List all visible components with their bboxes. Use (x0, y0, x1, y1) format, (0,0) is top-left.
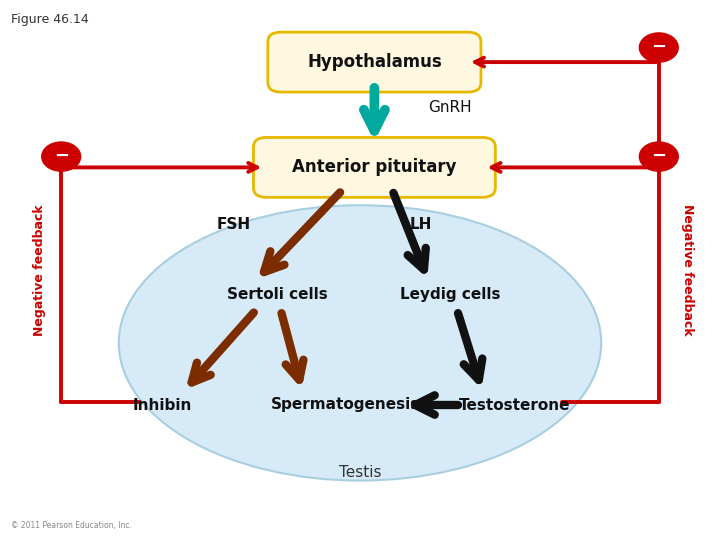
Text: Testosterone: Testosterone (459, 397, 570, 413)
Text: Negative feedback: Negative feedback (33, 204, 46, 336)
Circle shape (639, 142, 678, 171)
Text: Inhibin: Inhibin (132, 397, 192, 413)
Text: −: − (651, 37, 667, 56)
Text: Sertoli cells: Sertoli cells (227, 287, 328, 302)
Text: © 2011 Pearson Education, Inc.: © 2011 Pearson Education, Inc. (11, 521, 132, 530)
Text: Negative feedback: Negative feedback (681, 204, 694, 336)
Text: Spermatogenesis: Spermatogenesis (271, 397, 420, 413)
Text: FSH: FSH (217, 217, 251, 232)
Text: −: − (651, 146, 667, 165)
Text: −: − (53, 146, 69, 165)
Circle shape (639, 33, 678, 62)
Text: Figure 46.14: Figure 46.14 (11, 14, 89, 26)
Text: LH: LH (410, 217, 433, 232)
Text: Leydig cells: Leydig cells (400, 287, 500, 302)
Text: Hypothalamus: Hypothalamus (307, 53, 442, 71)
Text: Anterior pituitary: Anterior pituitary (292, 158, 456, 177)
Circle shape (42, 142, 81, 171)
Text: Testis: Testis (338, 465, 382, 480)
Ellipse shape (119, 205, 601, 481)
Text: GnRH: GnRH (428, 100, 472, 116)
FancyBboxPatch shape (268, 32, 481, 92)
FancyBboxPatch shape (253, 137, 495, 197)
